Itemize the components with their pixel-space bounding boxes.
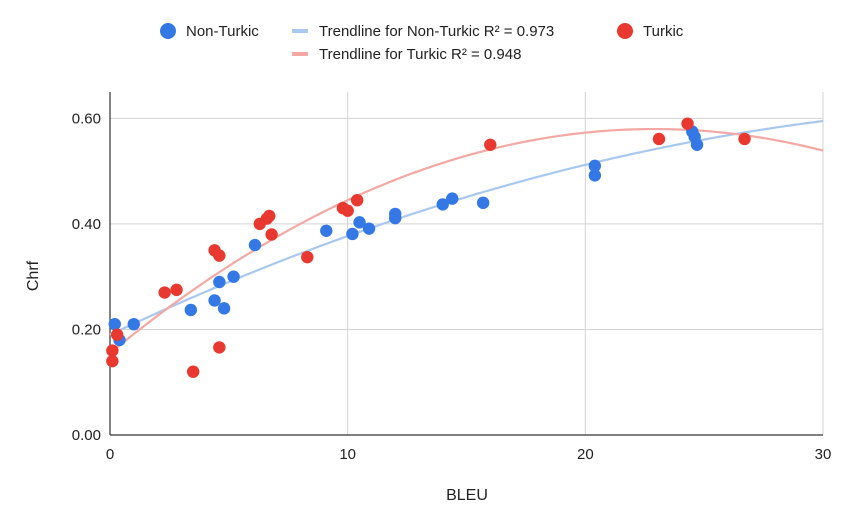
non-turkic-point [320,224,333,237]
legend-label: Trendline for Non-Turkic R² = 0.973 [319,23,554,40]
turkic-point [301,250,314,264]
turkic-point [110,328,124,341]
non-turkic-point [476,196,490,210]
non-turkic-point [217,302,231,315]
non-turkic-point [588,159,602,173]
non-turkic-point [108,317,121,331]
turkic-point [652,132,666,146]
non-turkic-point [248,238,262,252]
non-turkic-point [184,303,198,317]
trendline-turkic [109,127,824,355]
non-turkic-point [353,216,366,229]
legend-marker [617,23,633,39]
y-tick-label: 0.20 [72,321,101,338]
non-turkic-point [208,294,221,307]
non-turkic-point [227,270,240,283]
x-axis-title: BLEU [446,487,488,504]
y-tick-label: 0.60 [72,110,101,127]
trendlines [109,119,824,355]
legend-label: Trendline for Turkic R² = 0.948 [319,46,521,63]
x-tick-label: 30 [815,446,832,463]
legend-label: Turkic [643,23,684,40]
x-tick-label: 20 [577,446,594,463]
y-tick-label: 0.40 [72,216,101,233]
legend: Non-Turkic Trendline for Non-Turkic R² = … [160,23,684,63]
x-tick-label: 0 [106,446,114,463]
x-tick-label: 10 [339,446,356,463]
non-turkic-point [213,275,226,289]
turkic-point [341,204,354,217]
turkic-point [738,132,751,146]
non-turkic-point [389,207,402,221]
turkic-point [213,341,226,354]
axes [109,92,823,436]
non-turkic-point [362,222,376,235]
non-turkic-point [446,192,459,205]
turkic-point [263,209,276,223]
data-points [106,117,751,378]
tick-labels: 0.00 0.20 0.40 0.60 0 10 20 30 [72,110,832,463]
non-turkic-point [127,317,140,331]
non-turkic-point [436,198,449,211]
turkic-point [484,138,497,151]
legend-label: Non-Turkic [186,23,259,40]
axis-titles: BLEU Chrf [25,260,488,504]
turkic-point [170,283,183,297]
non-turkic-point [346,227,359,241]
turkic-point [213,249,226,262]
y-tick-label: 0.00 [72,427,101,444]
turkic-point [186,365,200,378]
non-turkic-point [690,138,704,151]
turkic-point [158,286,171,299]
trendline-non-turkic [109,119,824,336]
turkic-point [106,344,119,357]
turkic-point [106,354,119,368]
grid [110,92,824,435]
legend-marker [160,23,176,39]
turkic-point [350,193,364,207]
non-turkic-point [588,169,602,182]
turkic-point [681,117,694,130]
y-axis-title: Chrf [25,260,42,291]
turkic-point [265,228,278,241]
